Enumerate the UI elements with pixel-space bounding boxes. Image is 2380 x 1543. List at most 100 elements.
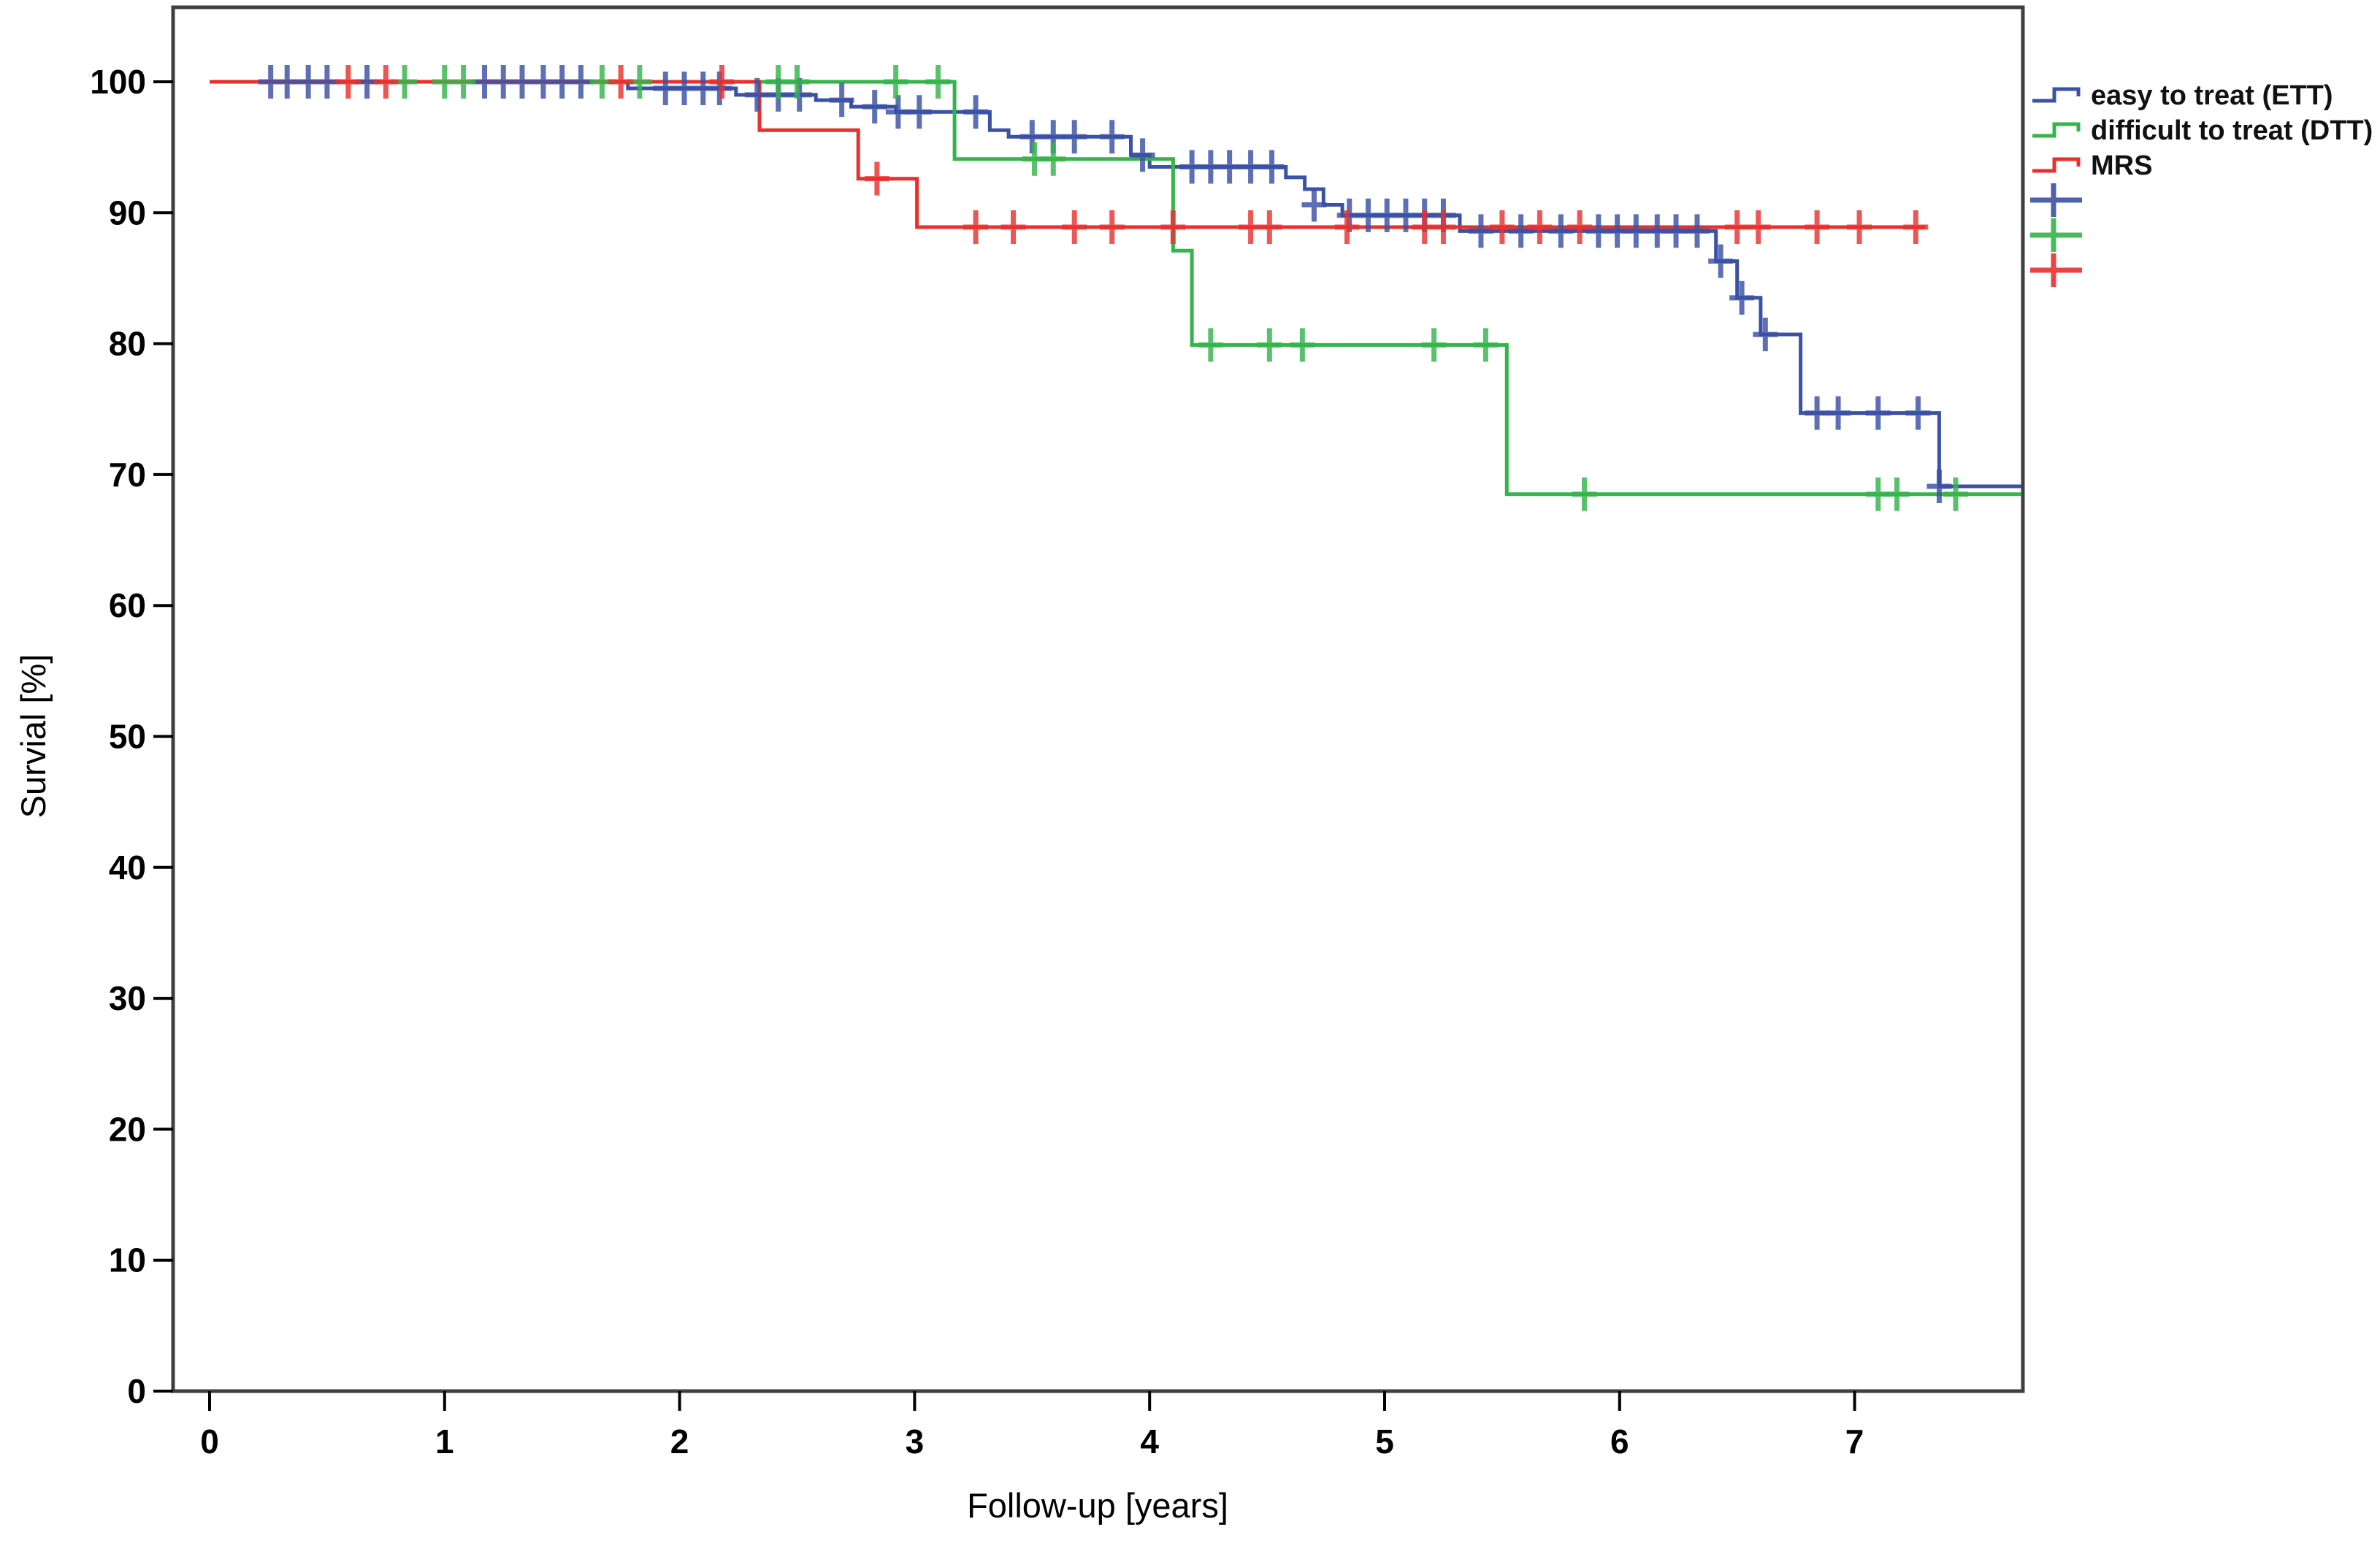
- censor-mark-mrs: [1160, 210, 1186, 245]
- legend-row: MRS: [2032, 150, 2152, 181]
- censor-mark-mrs: [1847, 210, 1872, 245]
- censor-mark-ett: [1238, 150, 1263, 184]
- censor-mark-ett: [1805, 396, 1830, 430]
- censor-mark-mrs: [1724, 210, 1750, 245]
- censor-mark-ett: [509, 65, 535, 99]
- censor-mark-ett: [1623, 214, 1649, 248]
- legend-censor-plus-icon: [2030, 218, 2082, 252]
- x-tick-label: 1: [435, 1423, 454, 1460]
- plot-border: [171, 5, 2025, 1393]
- x-tick-label: 6: [1610, 1423, 1629, 1460]
- y-tick-label: 60: [109, 586, 146, 624]
- censor-mark-mrs: [1745, 210, 1771, 245]
- legend-censor-plus-icon: [2030, 253, 2082, 287]
- y-tick-labels: 0 10 20 30 40 50 60 70 80 90 100: [90, 63, 146, 1410]
- censor-mark-dtt: [883, 65, 908, 99]
- x-tick-label: 3: [906, 1423, 925, 1460]
- legend-label: difficult to treat (DTT): [2091, 115, 2373, 146]
- legend-step-line-icon: [2032, 87, 2081, 103]
- censor-mark-ett: [1468, 214, 1493, 248]
- censor-mark-dtt: [1041, 142, 1066, 176]
- x-tick-label: 2: [670, 1423, 689, 1460]
- censor-mark-mrs: [963, 210, 989, 245]
- censor-mark-ett: [1062, 120, 1087, 154]
- censor-mark-ett: [1130, 138, 1155, 172]
- censor-mark-ett: [963, 95, 989, 129]
- x-tick-labels: 0 1 2 3 4 5 6 7: [200, 1423, 1864, 1460]
- legend-step-line-icon: [2032, 157, 2081, 173]
- censor-mark-mrs: [373, 65, 399, 99]
- censor-mark-dtt: [1473, 328, 1499, 362]
- censor-mark-ett: [906, 95, 932, 129]
- y-tick-label: 0: [127, 1372, 146, 1410]
- y-tick-marks: [153, 80, 173, 1393]
- censor-mark-ett: [1548, 214, 1574, 248]
- y-tick-label: 100: [90, 63, 146, 101]
- censor-mark-ett: [1684, 214, 1710, 248]
- censor-mark-dtt: [1290, 328, 1315, 362]
- legend-row: [2030, 253, 2082, 287]
- censor-mark-ett: [744, 77, 770, 112]
- censor-mark-dtt: [451, 65, 476, 99]
- censor-mark-mrs: [1527, 210, 1553, 245]
- legend-row: [2030, 183, 2082, 217]
- censor-mark-ett: [1217, 150, 1242, 184]
- censor-mark-dtt: [1943, 477, 1968, 511]
- censor-mark-ett: [1301, 188, 1327, 222]
- censor-mark-ett: [862, 90, 887, 124]
- x-tick-label: 4: [1140, 1423, 1159, 1460]
- legend: easy to treat (ETT) difficult to treat (D…: [2030, 80, 2373, 287]
- censor-mark-ett: [1729, 280, 1755, 315]
- censor-mark-mrs: [1000, 210, 1026, 245]
- y-tick-label: 50: [109, 718, 146, 756]
- censor-mark-ett: [1708, 244, 1734, 278]
- series-line-mrs: [210, 80, 1926, 229]
- censor-mark-ett: [829, 83, 854, 118]
- series-line-dtt: [210, 80, 2022, 497]
- censor-mark-ett: [1753, 318, 1778, 352]
- censor-mark-ett: [314, 65, 340, 99]
- censor-mark-ett: [1508, 214, 1534, 248]
- legend-censor-plus-icon: [2030, 183, 2082, 217]
- legend-label: easy to treat (ETT): [2091, 80, 2333, 111]
- censor-mark-mrs: [1062, 210, 1087, 245]
- censor-mark-ett: [1259, 150, 1285, 184]
- legend-row: easy to treat (ETT): [2032, 80, 2333, 111]
- series-line-ett: [210, 80, 2022, 489]
- censor-mark-ett: [1664, 214, 1689, 248]
- censor-mark-ett: [568, 65, 594, 99]
- censor-mark-mrs: [1903, 210, 1929, 245]
- x-axis-title: Follow-up [years]: [967, 1486, 1228, 1525]
- censor-group-mrs: [335, 65, 1929, 245]
- x-tick-label: 5: [1375, 1423, 1394, 1460]
- censor-mark-ett: [885, 95, 911, 129]
- x-tick-label: 0: [200, 1423, 219, 1460]
- x-tick-marks: [208, 1391, 1856, 1411]
- censor-mark-mrs: [1099, 210, 1125, 245]
- y-tick-label: 30: [109, 979, 146, 1017]
- x-tick-label: 7: [1845, 1423, 1864, 1460]
- censor-mark-mrs: [608, 65, 634, 99]
- censor-mark-mrs: [864, 161, 889, 196]
- censor-mark-mrs: [1431, 210, 1456, 245]
- censor-mark-ett: [1826, 396, 1851, 430]
- y-tick-label: 70: [109, 456, 146, 494]
- censor-mark-mrs: [1567, 210, 1593, 245]
- censor-mark-dtt: [784, 65, 810, 99]
- censor-mark-ett: [1926, 470, 1952, 504]
- legend-row: difficult to treat (DTT): [2032, 115, 2373, 146]
- series-lines: [210, 80, 2022, 497]
- legend-label: MRS: [2091, 150, 2152, 181]
- censor-mark-dtt: [1572, 477, 1597, 511]
- censor-mark-dtt: [1257, 328, 1282, 362]
- censor-mark-mrs: [1805, 210, 1830, 245]
- legend-step-line-icon: [2032, 122, 2081, 138]
- y-tick-label: 40: [109, 849, 146, 887]
- y-tick-label: 90: [109, 194, 146, 231]
- censor-mark-ett: [1865, 396, 1891, 430]
- censor-mark-ett: [1905, 396, 1931, 430]
- censor-mark-ett: [1099, 120, 1125, 154]
- censor-marks: [258, 65, 1968, 511]
- y-tick-label: 10: [109, 1241, 146, 1279]
